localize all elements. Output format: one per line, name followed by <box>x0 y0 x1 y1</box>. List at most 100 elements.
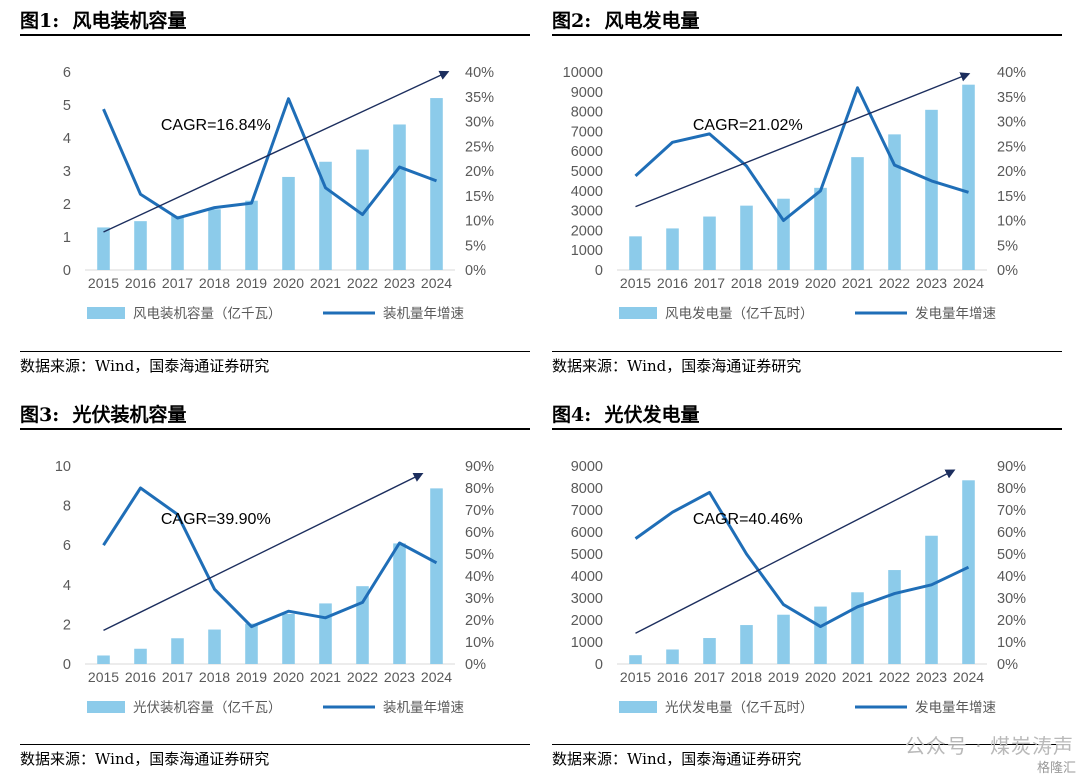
legend-bar-swatch <box>87 701 125 713</box>
growth-line <box>102 486 438 629</box>
legend-line-label: 装机量年增速 <box>383 306 464 321</box>
y-left-tick-label: 6 <box>63 538 71 554</box>
x-tick-label: 2021 <box>842 275 873 291</box>
legend-bar-swatch <box>619 701 657 713</box>
panel-title: 图4: 光伏发电量 <box>552 402 1062 430</box>
x-tick-label: 2018 <box>731 275 762 291</box>
bar <box>888 134 901 270</box>
x-tick-label: 2023 <box>384 275 415 291</box>
bar <box>703 638 716 664</box>
bar <box>134 221 147 270</box>
bar <box>245 200 258 270</box>
y-left-tick-label: 5000 <box>571 164 603 180</box>
legend-bar-swatch <box>619 307 657 319</box>
y-right-tick-label: 40% <box>997 65 1026 81</box>
bar <box>851 157 864 270</box>
x-tick-label: 2018 <box>731 669 762 685</box>
y-left-tick-label: 9000 <box>571 85 603 101</box>
bar <box>925 535 938 664</box>
y-right-tick-label: 30% <box>997 591 1026 607</box>
x-tick-label: 2020 <box>273 669 304 685</box>
y-left-tick-label: 3000 <box>571 204 603 220</box>
bar <box>888 570 901 664</box>
y-right-tick-label: 80% <box>465 481 494 497</box>
y-right-tick-label: 15% <box>465 189 494 205</box>
bar <box>171 638 184 664</box>
x-tick-label: 2020 <box>273 275 304 291</box>
cagr-annotation: CAGR=16.84% <box>161 117 271 134</box>
y-left-tick-label: 6 <box>63 65 71 81</box>
y-right-tick-label: 5% <box>997 238 1018 254</box>
fig-label: 图2: <box>552 10 592 32</box>
y-right-tick-label: 50% <box>465 547 494 563</box>
legend-bar-label: 光伏发电量（亿千瓦时） <box>665 700 814 715</box>
combo-chart: 0 1000 2000 3000 4000 5000 6000 7000 8000 9000 100… <box>563 65 1026 321</box>
y-right-tick-label: 40% <box>465 569 494 585</box>
y-right-tick-label: 35% <box>997 90 1026 106</box>
bar <box>393 543 406 664</box>
source-note: 数据来源：Wind，国泰海通证券研究 <box>20 744 530 774</box>
bar <box>740 625 753 664</box>
bar <box>703 216 716 270</box>
y-left-tick-label: 7000 <box>571 124 603 140</box>
y-left-tick-label: 8000 <box>571 105 603 121</box>
x-tick-label: 2017 <box>694 669 725 685</box>
x-tick-label: 2017 <box>694 275 725 291</box>
growth-line <box>634 86 969 222</box>
combo-chart: 0 1 2 3 4 5 6 0% 5% 10% 15% 20% 25% 30% 35% 40% 2015 2016… <box>63 65 494 321</box>
y-right-tick-label: 30% <box>997 115 1026 131</box>
x-tick-label: 2019 <box>768 669 799 685</box>
y-left-tick-label: 2 <box>63 617 71 633</box>
y-left-tick-label: 3 <box>63 164 71 180</box>
x-tick-label: 2019 <box>768 275 799 291</box>
x-tick-label: 2021 <box>842 669 873 685</box>
y-right-tick-label: 10% <box>997 635 1026 651</box>
y-right-tick-label: 60% <box>465 525 494 541</box>
bar <box>430 98 443 270</box>
trend-arrow <box>635 469 956 634</box>
x-tick-label: 2022 <box>347 669 378 685</box>
bar <box>629 655 642 664</box>
bar <box>925 109 938 271</box>
y-right-tick-label: 5% <box>465 238 486 254</box>
cagr-annotation: CAGR=40.46% <box>693 511 803 528</box>
y-right-tick-label: 35% <box>465 90 494 106</box>
y-right-tick-label: 0% <box>465 657 486 673</box>
bar <box>282 176 295 270</box>
y-left-tick-label: 8 <box>63 499 71 515</box>
x-tick-label: 2018 <box>199 275 230 291</box>
bar <box>208 629 221 664</box>
x-tick-label: 2023 <box>384 669 415 685</box>
bar <box>97 655 110 664</box>
growth-line <box>634 490 970 629</box>
bar <box>134 648 147 664</box>
fig-title: 风电装机容量 <box>72 10 187 32</box>
bar <box>814 606 827 664</box>
cagr-annotation: CAGR=39.90% <box>161 511 271 528</box>
y-right-tick-label: 20% <box>465 613 494 629</box>
y-left-tick-label: 4 <box>63 131 71 147</box>
bar <box>319 603 332 664</box>
y-right-tick-label: 50% <box>997 547 1026 563</box>
y-left-tick-label: 4 <box>63 578 71 594</box>
x-tick-label: 2015 <box>88 275 119 291</box>
y-right-tick-label: 30% <box>465 591 494 607</box>
y-left-tick-label: 7000 <box>571 503 603 519</box>
y-left-tick-label: 2000 <box>571 613 603 629</box>
y-right-tick-label: 70% <box>465 503 494 519</box>
x-tick-label: 2021 <box>310 669 341 685</box>
trend-arrow <box>635 72 971 208</box>
y-left-tick-label: 8000 <box>571 481 603 497</box>
y-left-tick-label: 10000 <box>563 65 603 81</box>
y-right-tick-label: 25% <box>997 139 1026 155</box>
y-left-tick-label: 2 <box>63 197 71 213</box>
y-right-tick-label: 20% <box>997 164 1026 180</box>
y-right-tick-label: 25% <box>465 139 494 155</box>
x-tick-label: 2020 <box>805 669 836 685</box>
panel-title: 图1: 风电装机容量 <box>20 8 530 36</box>
trend-arrow <box>103 472 424 631</box>
x-tick-label: 2024 <box>953 275 984 291</box>
legend-line-label: 装机量年增速 <box>383 700 464 715</box>
y-right-tick-label: 60% <box>997 525 1026 541</box>
bar <box>629 236 642 270</box>
